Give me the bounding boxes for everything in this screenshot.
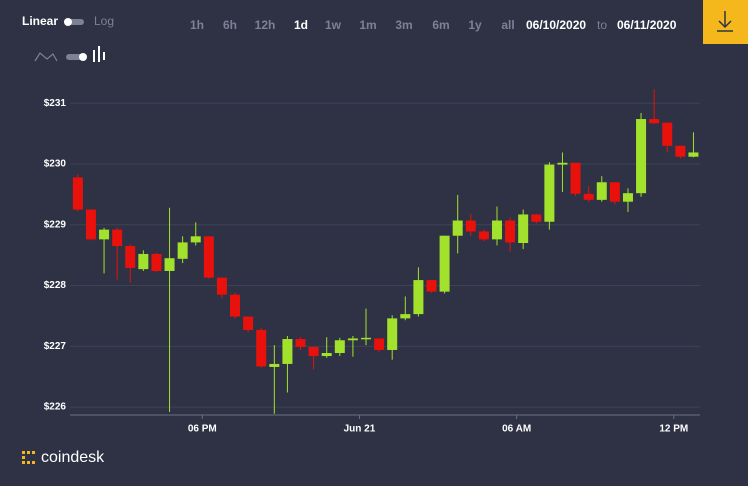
range-button[interactable]: 1h bbox=[190, 18, 204, 32]
y-tick-label: $229 bbox=[44, 219, 67, 230]
download-icon bbox=[717, 11, 733, 32]
range-button[interactable]: 12h bbox=[255, 18, 276, 32]
candle-body bbox=[622, 193, 633, 202]
candle-body bbox=[544, 164, 555, 222]
candle-body bbox=[662, 122, 673, 146]
scale-log[interactable]: Log bbox=[94, 14, 114, 28]
candle-body bbox=[72, 177, 83, 210]
brand-name: coindesk bbox=[41, 449, 105, 466]
candle-body bbox=[675, 145, 686, 157]
candle-body bbox=[308, 346, 319, 357]
mode-toggle-knob bbox=[79, 53, 87, 61]
date-from[interactable]: 06/10/2020 bbox=[526, 18, 586, 32]
candle-body bbox=[374, 338, 385, 350]
candle-body bbox=[138, 253, 149, 270]
candle-body bbox=[413, 280, 424, 315]
candle-body bbox=[361, 337, 372, 340]
candle-body bbox=[452, 220, 463, 236]
range-button[interactable]: 1d bbox=[294, 18, 308, 32]
candle-body bbox=[295, 339, 306, 347]
candle-body bbox=[243, 316, 254, 330]
scale-linear[interactable]: Linear bbox=[22, 14, 58, 28]
candle-body bbox=[230, 294, 241, 317]
range-button[interactable]: 1y bbox=[468, 18, 482, 32]
range-buttons: 1h 6h 12h 1d 1w 1m 3m 6m 1y all bbox=[190, 18, 515, 32]
y-tick-label: $230 bbox=[44, 159, 67, 170]
candle-body bbox=[439, 235, 450, 292]
candle-body bbox=[400, 314, 411, 319]
candle-body bbox=[216, 277, 227, 295]
candle-body bbox=[334, 340, 345, 354]
candle-body bbox=[465, 220, 476, 232]
brand-logo bbox=[22, 451, 35, 464]
candle-body bbox=[596, 182, 607, 200]
candle-body bbox=[636, 119, 647, 194]
date-to[interactable]: 06/11/2020 bbox=[617, 18, 677, 32]
candle-body bbox=[688, 152, 699, 157]
candle-body bbox=[557, 162, 568, 165]
candle-mode-icon[interactable] bbox=[93, 46, 105, 62]
candle-body bbox=[321, 353, 332, 357]
x-tick-label: 06 AM bbox=[502, 424, 531, 435]
candle-body bbox=[609, 182, 620, 202]
candle-body bbox=[125, 246, 136, 268]
candle-body bbox=[177, 242, 188, 259]
scale-toggle-knob bbox=[64, 18, 72, 26]
y-tick-label: $227 bbox=[44, 341, 67, 352]
range-button[interactable]: 1w bbox=[325, 18, 342, 32]
candle-body bbox=[256, 329, 267, 367]
date-separator: to bbox=[597, 18, 607, 32]
candle-body bbox=[583, 193, 594, 200]
candle-body bbox=[190, 236, 201, 243]
candle-body bbox=[518, 214, 529, 244]
candle-body bbox=[203, 236, 214, 278]
candle-body bbox=[85, 209, 96, 240]
y-tick-label: $231 bbox=[44, 98, 67, 109]
x-tick-label: Jun 21 bbox=[344, 424, 376, 435]
candle-body bbox=[112, 229, 123, 247]
candle-body bbox=[531, 214, 542, 222]
x-tick-label: 12 PM bbox=[659, 424, 688, 435]
candle-body bbox=[387, 318, 398, 350]
candle-body bbox=[505, 220, 516, 243]
candle-body bbox=[151, 253, 162, 271]
candle-body bbox=[282, 339, 293, 364]
x-tick-label: 06 PM bbox=[188, 424, 217, 435]
range-button[interactable]: 1m bbox=[359, 18, 376, 32]
candle-body bbox=[491, 220, 502, 240]
candle-body bbox=[649, 119, 660, 124]
candle-body bbox=[570, 162, 581, 194]
candle-body bbox=[426, 280, 437, 292]
range-button[interactable]: all bbox=[501, 18, 514, 32]
range-button[interactable]: 3m bbox=[395, 18, 412, 32]
range-button[interactable]: 6m bbox=[432, 18, 449, 32]
range-button[interactable]: 6h bbox=[223, 18, 237, 32]
candle-body bbox=[478, 231, 489, 240]
y-tick-label: $228 bbox=[44, 280, 67, 291]
candle-body bbox=[99, 229, 110, 240]
candle-body bbox=[347, 338, 358, 341]
y-tick-label: $226 bbox=[44, 402, 67, 413]
candle-body bbox=[164, 258, 175, 271]
plot-area: $226 $227 $228 $229 $230 $231 06 PM Jun 21 06 AM… bbox=[44, 89, 700, 435]
line-mode-icon[interactable] bbox=[34, 52, 58, 62]
candle-body bbox=[269, 363, 280, 367]
